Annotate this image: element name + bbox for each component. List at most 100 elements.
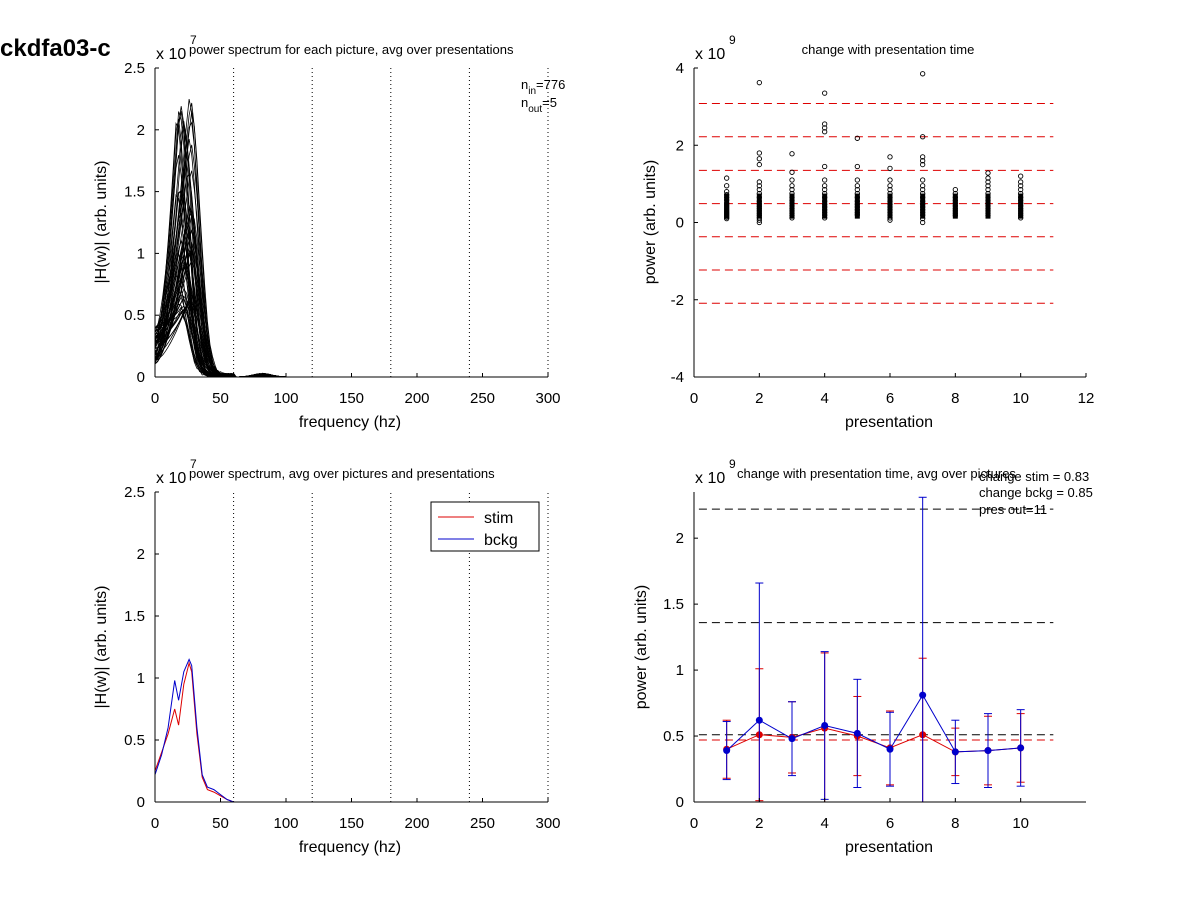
p3-ytick-label: 1.5 [124,608,145,625]
p1-series-line [154,258,548,378]
p1-ytick-label: 0.5 [124,307,145,324]
p2-point [789,177,795,183]
p1-series-line [154,118,548,378]
p2-point [920,158,926,164]
p2-xtick-label: 4 [820,390,828,407]
p1-series-line [154,155,548,378]
p2-xtick-label: 8 [951,390,959,407]
p1-xtick-label: 250 [470,390,495,407]
p2-point [985,170,991,176]
panel-change-avg: change with presentation time, avg over … [633,457,1093,856]
p3-exponent-label: x 10 [156,470,186,487]
p3-exponent: 7 [190,457,197,471]
p3-xtick-label: 200 [404,815,429,832]
p4-plot-area: 0 2 4 6 8 10 0 0.5 1 1.5 2 [663,492,1086,832]
p2-point [952,187,958,193]
p2-point [789,187,795,193]
p1-title: power spectrum for each picture, avg ove… [189,42,514,57]
p1-xtick-label: 50 [212,390,229,407]
panel-spectrum-avg: power spectrum, avg over pictures and pr… [93,457,561,856]
p2-point [822,183,828,189]
p2-point [822,163,828,170]
p4-point-bckg [984,747,992,755]
p2-point [1018,173,1024,179]
p1-series-line [154,207,548,378]
p3-ytick-label: 0 [137,794,145,811]
p2-ytick-label: -2 [671,292,684,309]
p1-series-line [154,144,548,378]
p4-xlabel: presentation [845,839,933,856]
p4-ytick-label: 0.5 [663,728,684,745]
p3-series-stim [154,661,548,803]
p1-series-line [154,212,548,378]
p4-xtick-label: 4 [820,815,828,832]
p4-series-bckg [726,694,1021,753]
p1-series-line [154,122,548,378]
p3-xtick-label: 300 [535,815,560,832]
p1-series-line [154,242,548,378]
p4-point-bckg [755,716,763,724]
p4-ytick-label: 1 [676,662,684,679]
p4-ytick-label: 0 [676,794,684,811]
p1-ytick-label: 1.5 [124,184,145,201]
p2-point [756,183,762,189]
p1-xtick-label: 300 [535,390,560,407]
p4-point-bckg [723,747,731,755]
p1-series-line [154,121,548,378]
p4-annotation-stim: change stim = 0.83 [979,469,1089,484]
p4-ytick-label: 1.5 [663,596,684,613]
p2-point [724,175,730,181]
panel-spectrum-each-picture: power spectrum for each picture, avg ove… [93,33,565,431]
p1-series-line [154,208,548,378]
p4-point-bckg [886,745,894,753]
p1-series-line [154,230,548,378]
p1-series-line [154,170,548,378]
p3-xtick-label: 250 [470,815,495,832]
p2-ylabel: power (arb. units) [642,160,659,285]
p4-xtick-label: 6 [886,815,894,832]
p4-point-bckg [853,729,861,737]
p1-series-line [154,253,548,378]
p1-series-line [154,172,548,378]
panel-change-presentation-time: change with presentation time x 10 9 pre… [642,33,1094,431]
p2-xtick-label: 12 [1078,390,1095,407]
p1-series-line [154,111,548,378]
p2-point [985,183,991,189]
p2-point [756,80,762,86]
p2-point [724,183,730,189]
p1-series-line [154,238,548,378]
p3-ytick-label: 2 [137,546,145,563]
p2-xlabel: presentation [845,414,933,431]
p4-annotation-bckg: change bckg = 0.85 [979,485,1093,500]
p3-xtick-label: 100 [273,815,298,832]
p2-point [756,161,762,168]
p1-series-line [154,121,548,378]
p2-ytick-label: 4 [676,60,684,77]
p1-series-line [154,99,548,378]
p2-point [789,183,795,189]
p2-point [920,187,926,193]
p1-series-line [154,155,548,378]
p2-point [756,187,762,193]
p1-annotation-n-in: nin=776 [521,77,565,97]
p3-legend-box [430,501,540,552]
p2-point [854,187,860,193]
page-title: ckdfa03-c [0,35,111,62]
p2-point [985,179,991,185]
p2-point [789,169,795,175]
p2-point [920,154,926,160]
p3-xlabel: frequency (hz) [299,839,401,856]
p4-xtick-label: 2 [755,815,763,832]
p2-point [887,154,893,160]
p2-point [920,183,926,189]
p3-plot-area: 0 50 100 150 200 250 300 0 0.5 1 1.5 2 2.5 [124,484,560,832]
p1-series-line [154,230,548,378]
p2-point [854,183,860,189]
p2-point [920,71,926,77]
p1-xtick-label: 150 [339,390,364,407]
p2-point [756,156,762,162]
p3-legend: stim bckg [430,501,540,552]
p2-title: change with presentation time [802,42,975,57]
p4-ylabel: power (arb. units) [633,585,650,710]
